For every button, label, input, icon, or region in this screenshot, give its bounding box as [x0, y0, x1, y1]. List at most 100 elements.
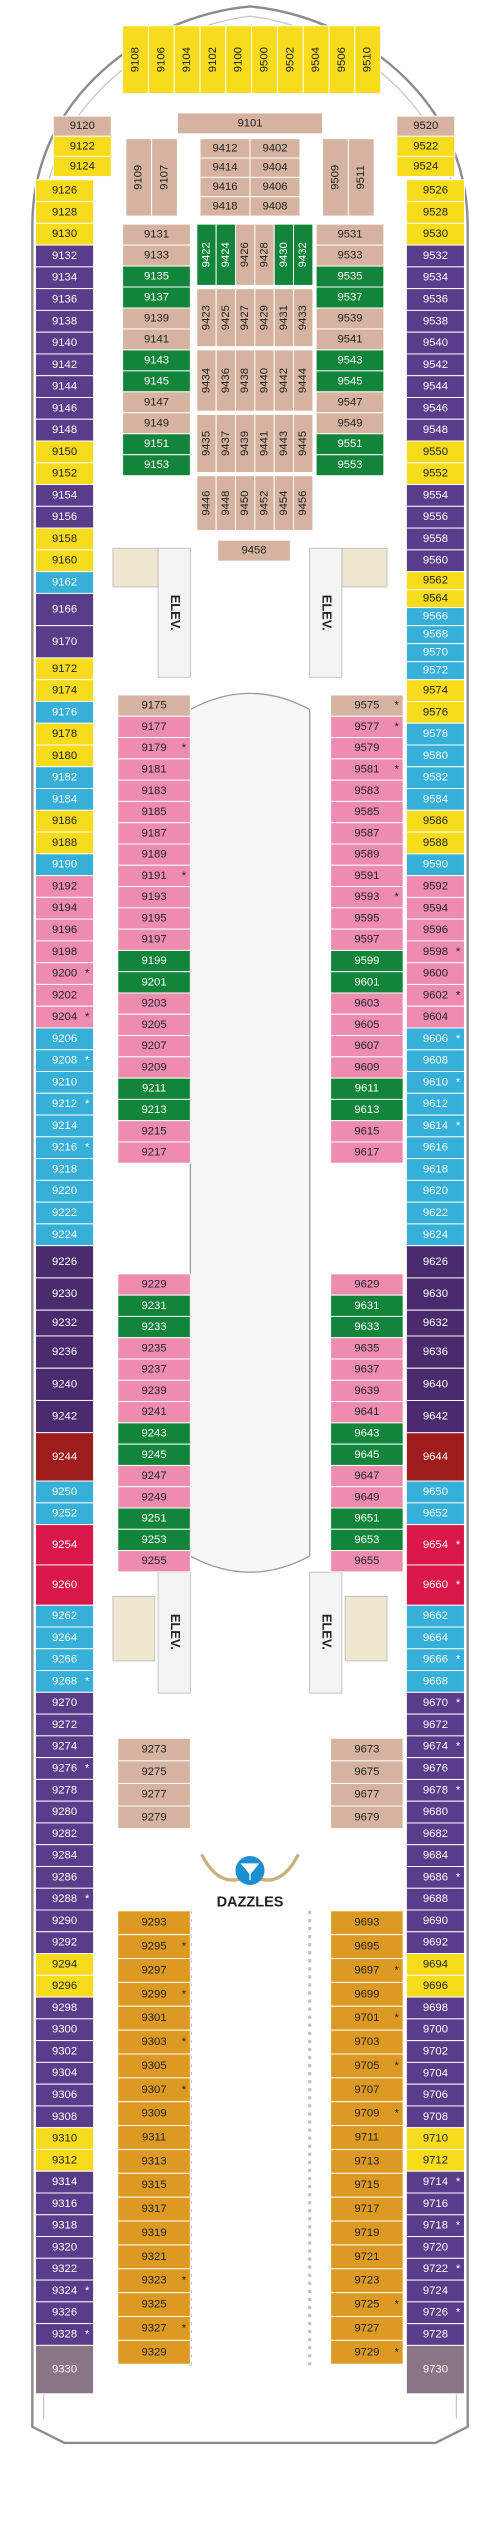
cabin-number: 9642 [423, 1411, 448, 1423]
cabin [35, 1432, 95, 1482]
cabin [52, 155, 112, 178]
cabin-number: 9668 [423, 1675, 448, 1687]
cabin-number: 9199 [142, 955, 167, 967]
cabin-number: 9243 [142, 1427, 167, 1439]
cabin-number: 9240 [52, 1378, 77, 1390]
cabin-number: 9218 [52, 1163, 77, 1175]
cabin-number: 9153 [144, 459, 169, 471]
cabin-note: * [456, 1697, 461, 1709]
cabin [328, 25, 356, 95]
cabin-number: 9629 [354, 1278, 379, 1290]
cabin-number: 9718 [423, 2220, 448, 2232]
cabin-number: 9696 [423, 1980, 448, 1992]
cabin-number: 9717 [354, 2203, 379, 2215]
cabin [35, 592, 95, 627]
cabin-number: 9690 [423, 1915, 448, 1927]
cabin-number: 9416 [212, 181, 237, 193]
cabin [405, 1277, 465, 1311]
cabin [35, 1524, 95, 1566]
cabin-number: 9254 [52, 1539, 77, 1551]
cabin-number: 9645 [354, 1449, 379, 1461]
cabin [35, 2344, 95, 2395]
cabin-number: 9670 [423, 1697, 448, 1709]
cabin-number: 9425 [220, 305, 232, 330]
cabin-number: 9692 [423, 1937, 448, 1949]
cabin-number: 9274 [52, 1741, 77, 1753]
cabin-number: 9506 [336, 47, 348, 72]
cabin-number: 9716 [423, 2198, 448, 2210]
cabin-note: * [395, 2299, 400, 2311]
cabin-number: 9552 [423, 468, 448, 480]
cabin-number: 9578 [423, 728, 448, 740]
cabin-number: 9437 [220, 431, 232, 456]
cabin-number: 9550 [423, 446, 448, 458]
cabin [405, 1564, 465, 1606]
cabin [35, 1367, 95, 1401]
cabin-number: 9239 [142, 1385, 167, 1397]
cabin-number: 9251 [142, 1513, 167, 1525]
cabin-number: 9640 [423, 1378, 448, 1390]
cabin-number: 9406 [262, 181, 287, 193]
cabin-number: 9326 [52, 2307, 77, 2319]
cabin-number: 9181 [142, 763, 167, 775]
cabin-number: 9141 [144, 333, 169, 345]
cabin [302, 25, 330, 95]
cabin-number: 9577 [354, 721, 379, 733]
cabin-number: 9545 [337, 375, 362, 387]
cabin-number: 9128 [52, 206, 77, 218]
cabin-number: 9651 [354, 1513, 379, 1525]
cabin-number: 9592 [423, 880, 448, 892]
cabin-number: 9220 [52, 1185, 77, 1197]
cabin-number: 9303 [142, 2036, 167, 2048]
cabin-note: * [85, 968, 90, 980]
cabin-number: 9644 [423, 1451, 448, 1463]
cabin-number: 9244 [52, 1451, 77, 1463]
cabin [122, 454, 191, 477]
cabin-number: 9104 [181, 47, 193, 72]
cabin-number: 9635 [354, 1342, 379, 1354]
cabin-number: 9575 [354, 700, 379, 712]
cabin-note: * [182, 1941, 187, 1953]
cabin-number: 9574 [423, 685, 448, 697]
cabin-note: * [85, 1142, 90, 1154]
cabin-number: 9126 [52, 185, 77, 197]
cabin-number: 9193 [142, 891, 167, 903]
cabin-number: 9695 [354, 1941, 379, 1953]
elevator-bank [157, 1571, 191, 1694]
cabin-number: 9322 [52, 2263, 77, 2275]
cabin-number: 9133 [144, 250, 169, 262]
cabin [405, 1309, 465, 1337]
cabin-number: 9277 [142, 1789, 167, 1801]
cabin-number: 9198 [52, 946, 77, 958]
cabin-number: 9226 [52, 1256, 77, 1268]
cabin-number: 9176 [52, 706, 77, 718]
cabin-number: 9404 [262, 162, 287, 174]
cabin-number: 9213 [142, 1104, 167, 1116]
cabin-number: 9185 [142, 806, 167, 818]
cabin-note: * [182, 2036, 187, 2048]
cabin-number: 9595 [354, 912, 379, 924]
cabin [293, 475, 314, 531]
cabin-number: 9655 [354, 1555, 379, 1567]
cabin-number: 9591 [354, 870, 379, 882]
cabin-note: * [456, 1120, 461, 1132]
stairs [341, 547, 388, 588]
cabin-number: 9435 [200, 431, 212, 456]
cabin-number: 9538 [423, 315, 448, 327]
cabin-number: 9604 [423, 1011, 448, 1023]
cabin-number: 9562 [423, 575, 448, 587]
cabin-number: 9707 [354, 2084, 379, 2096]
cabin [405, 1432, 465, 1482]
cabin-number: 9305 [142, 2060, 167, 2072]
cabin-number: 9724 [423, 2285, 448, 2297]
cabin-number: 9509 [329, 165, 341, 190]
cabin-note: * [85, 1055, 90, 1067]
cabin-number: 9414 [212, 162, 237, 174]
cabin-number: 9624 [423, 1229, 448, 1241]
cabin-number: 9151 [144, 438, 169, 450]
cabin-number: 9548 [423, 424, 448, 436]
cabin [293, 349, 314, 412]
cabin-number: 9713 [354, 2155, 379, 2167]
cabin-note: * [182, 2084, 187, 2096]
cabin-number: 9450 [239, 491, 251, 516]
